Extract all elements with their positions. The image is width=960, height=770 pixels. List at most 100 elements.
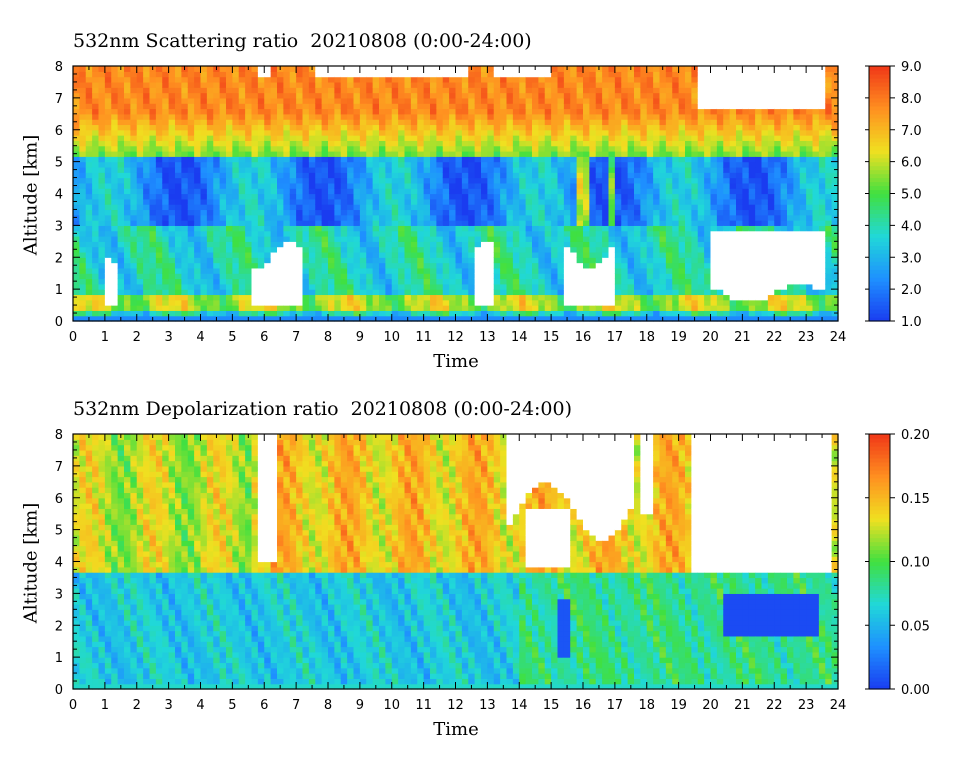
heatmap-cell bbox=[379, 278, 386, 285]
heatmap-cell bbox=[264, 283, 272, 290]
heatmap-cell bbox=[372, 151, 380, 157]
heatmap-cell bbox=[665, 251, 673, 258]
heatmap-cell bbox=[289, 283, 297, 290]
heatmap-cell bbox=[302, 204, 310, 211]
heatmap-cell bbox=[691, 188, 699, 195]
heatmap-cell bbox=[226, 230, 233, 237]
heatmap-cell bbox=[583, 145, 590, 152]
heatmap-cell bbox=[130, 262, 138, 269]
heatmap-cell bbox=[481, 182, 488, 189]
heatmap-cell bbox=[627, 87, 635, 94]
heatmap-cell bbox=[525, 135, 533, 141]
heatmap-cell bbox=[538, 156, 546, 163]
heatmap-cell bbox=[353, 135, 361, 141]
heatmap-cell bbox=[245, 220, 253, 226]
heatmap-cell bbox=[525, 103, 533, 110]
heatmap-cell bbox=[678, 257, 686, 264]
heatmap-cell bbox=[449, 166, 457, 173]
heatmap-cell bbox=[461, 92, 469, 99]
heatmap-cell bbox=[130, 108, 138, 115]
heatmap-cell bbox=[659, 177, 667, 184]
heatmap-cell bbox=[353, 166, 361, 173]
heatmap-cell bbox=[251, 315, 259, 322]
heatmap-cell bbox=[723, 140, 731, 147]
heatmap-cell bbox=[181, 262, 189, 269]
heatmap-cell bbox=[328, 172, 335, 179]
heatmap-cell bbox=[430, 119, 437, 126]
heatmap-cell bbox=[608, 230, 616, 237]
heatmap-cell bbox=[334, 283, 342, 290]
heatmap-cell bbox=[557, 310, 565, 317]
heatmap-cell bbox=[442, 182, 450, 189]
heatmap-cell bbox=[372, 135, 380, 141]
heatmap-cell bbox=[685, 156, 692, 163]
heatmap-cell bbox=[449, 103, 457, 110]
heatmap-cell bbox=[130, 145, 138, 152]
heatmap-cell bbox=[302, 230, 310, 237]
heatmap-cell bbox=[334, 204, 342, 211]
heatmap-cell bbox=[455, 140, 463, 147]
heatmap-cell bbox=[321, 87, 329, 94]
heatmap-cell bbox=[155, 267, 163, 274]
heatmap-cell bbox=[213, 151, 221, 157]
heatmap-cell bbox=[347, 129, 355, 136]
heatmap-cell bbox=[474, 193, 482, 200]
heatmap-cell bbox=[570, 230, 578, 237]
heatmap-cell bbox=[296, 108, 304, 115]
heatmap-cell bbox=[551, 220, 559, 226]
heatmap-cell bbox=[442, 66, 450, 72]
heatmap-cell bbox=[672, 236, 680, 242]
heatmap-cell bbox=[162, 135, 170, 141]
heatmap-cell bbox=[481, 71, 488, 78]
heatmap-cell bbox=[417, 257, 425, 264]
heatmap-cell bbox=[557, 145, 565, 152]
heatmap-cell bbox=[506, 262, 514, 269]
heatmap-cell bbox=[111, 156, 119, 163]
heatmap-cell bbox=[704, 66, 712, 72]
heatmap-cell bbox=[136, 71, 144, 78]
heatmap-cell bbox=[487, 230, 495, 237]
heatmap-cell bbox=[474, 108, 482, 115]
heatmap-cell bbox=[551, 166, 559, 173]
heatmap-cell bbox=[328, 166, 335, 173]
heatmap-cell bbox=[200, 225, 208, 232]
heatmap-cell bbox=[219, 230, 227, 237]
heatmap-cell bbox=[455, 262, 463, 269]
heatmap-cell bbox=[162, 204, 170, 211]
heatmap-cell bbox=[608, 161, 616, 168]
heatmap-cell bbox=[175, 156, 182, 163]
heatmap-cell bbox=[646, 283, 654, 290]
heatmap-cell bbox=[646, 241, 654, 248]
heatmap-cell bbox=[232, 299, 240, 306]
heatmap-cell bbox=[678, 97, 686, 104]
heatmap-cell bbox=[729, 92, 737, 99]
heatmap-cell bbox=[627, 209, 635, 216]
heatmap-cell bbox=[92, 230, 100, 237]
heatmap-cell bbox=[595, 103, 603, 110]
heatmap-cell bbox=[627, 289, 635, 296]
heatmap-cell bbox=[557, 135, 565, 141]
heatmap-cell bbox=[691, 177, 699, 184]
heatmap-cell bbox=[308, 124, 316, 131]
heatmap-cell bbox=[493, 140, 501, 147]
heatmap-cell bbox=[379, 246, 386, 253]
heatmap-cell bbox=[245, 177, 253, 184]
heatmap-cell bbox=[302, 278, 310, 285]
heatmap-cell bbox=[219, 315, 227, 322]
heatmap-cell bbox=[277, 119, 284, 126]
heatmap-cell bbox=[678, 161, 686, 168]
heatmap-cell bbox=[646, 87, 654, 94]
heatmap-cell bbox=[92, 294, 100, 301]
heatmap-cell bbox=[716, 129, 724, 136]
heatmap-cell bbox=[334, 172, 342, 179]
heatmap-cell bbox=[640, 204, 648, 211]
heatmap-cell bbox=[226, 251, 233, 258]
heatmap-cell bbox=[672, 193, 680, 200]
heatmap-cell bbox=[551, 225, 559, 232]
heatmap-cell bbox=[519, 151, 527, 157]
heatmap-cell bbox=[111, 273, 119, 280]
heatmap-cell bbox=[621, 230, 629, 237]
heatmap-cell bbox=[512, 209, 520, 216]
heatmap-cell bbox=[621, 273, 629, 280]
heatmap-cell bbox=[589, 172, 597, 179]
